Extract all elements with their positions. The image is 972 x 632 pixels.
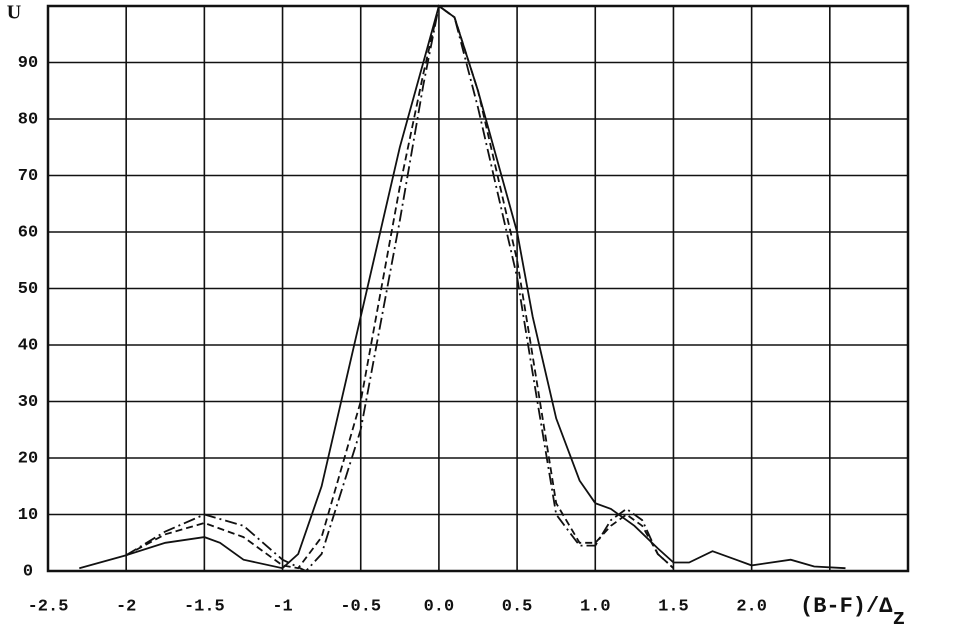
x-tick-label: -2.5 <box>28 597 69 616</box>
data-line <box>125 4 675 570</box>
y-tick-label: 70 <box>18 167 38 186</box>
y-tick-label: 90 <box>18 54 38 73</box>
x-tick-label: -2 <box>116 597 136 616</box>
x-tick-label: -1.5 <box>184 597 225 616</box>
x-tick-label: 1.0 <box>580 597 611 616</box>
y-tick-label: 20 <box>18 449 38 468</box>
x-tick-label: -0.5 <box>340 597 381 616</box>
x-tick-label: 2.0 <box>736 597 767 616</box>
x-axis-label-main: (B-F)/Δ <box>800 594 893 619</box>
x-tick-label: 0.5 <box>502 597 533 616</box>
data-line <box>125 4 675 573</box>
x-axis-label-sub: z <box>892 606 905 631</box>
x-tick-label: 1.5 <box>658 597 689 616</box>
x-tick-label: 0.0 <box>424 597 455 616</box>
y-tick-label: 0 <box>23 562 33 581</box>
x-tick-label: -1 <box>272 597 292 616</box>
y-tick-label: 80 <box>18 110 38 129</box>
y-tick-label: 40 <box>18 336 38 355</box>
x-axis-label: (B-F)/Δz <box>800 594 906 631</box>
y-tick-label: 60 <box>18 223 38 242</box>
y-tick-label: 30 <box>18 393 38 412</box>
y-tick-label: 10 <box>18 506 38 525</box>
y-tick-label: 50 <box>18 280 38 299</box>
y-axis-label: U <box>7 2 21 24</box>
data-line <box>79 4 846 570</box>
